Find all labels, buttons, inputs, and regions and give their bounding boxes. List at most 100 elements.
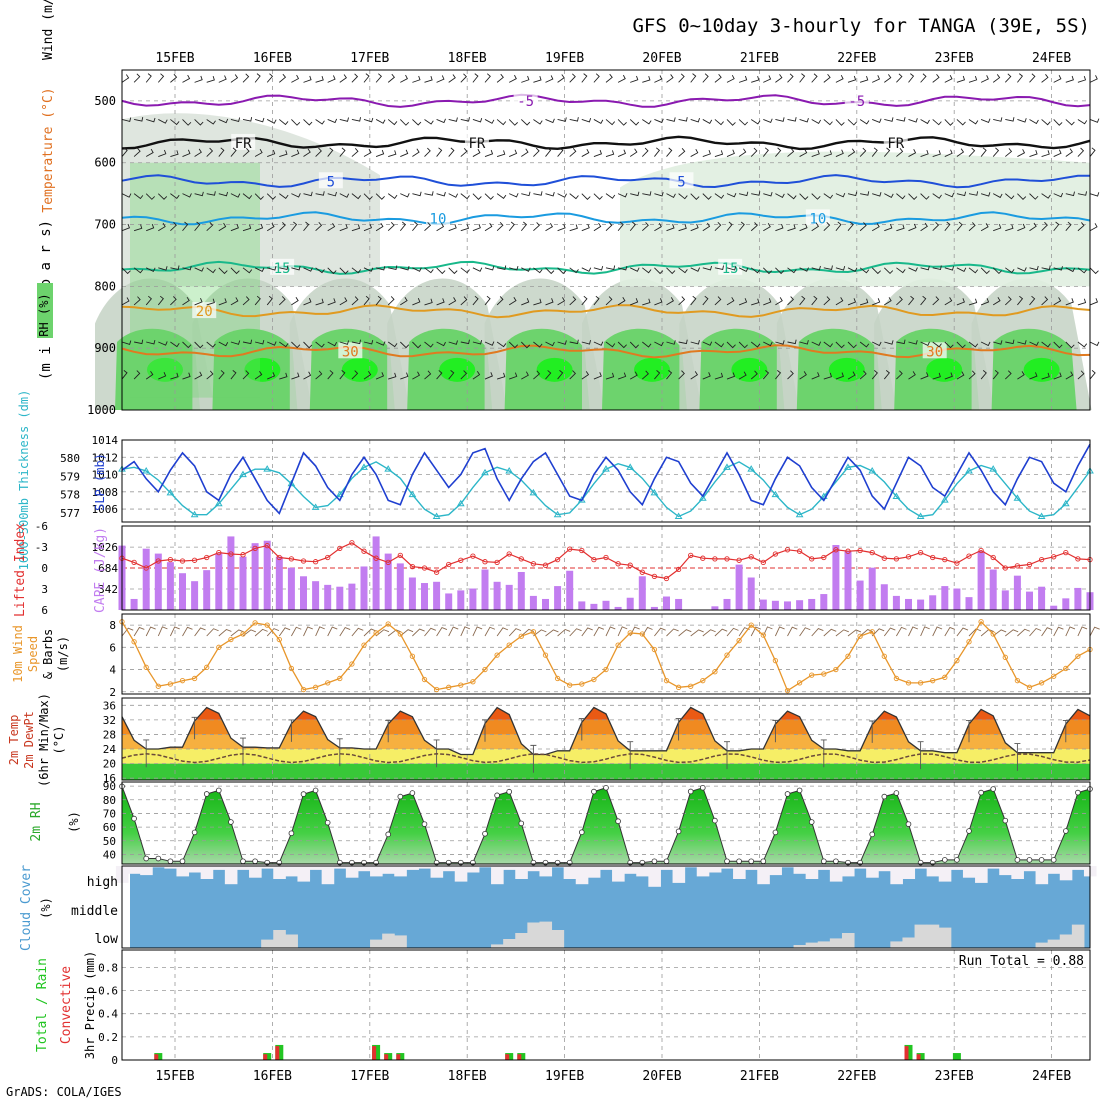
li-marker (506, 551, 512, 557)
wind-barb (121, 74, 130, 83)
wind-barb-10m (182, 626, 193, 637)
thickness-marker (529, 488, 538, 496)
wind-barb (496, 372, 506, 380)
wind-barb (508, 119, 518, 126)
wind-barb (230, 369, 237, 380)
li-marker (1075, 556, 1081, 562)
wind-barb (291, 119, 301, 126)
wind-barb-10m (460, 626, 471, 637)
li-marker (688, 552, 694, 559)
wind-barb-10m (1077, 626, 1088, 637)
wind-barb (1017, 295, 1024, 306)
temp-minmax-bar (869, 720, 876, 743)
rh-marker (675, 828, 682, 835)
rh-marker (784, 791, 791, 797)
rh-swatch (37, 283, 53, 338)
cloud-high-gap (345, 866, 359, 878)
wind-barb (714, 372, 724, 380)
rh-marker (881, 793, 888, 800)
wind-barb (775, 117, 785, 122)
thickness-marker (674, 512, 683, 520)
wind-barb (484, 372, 493, 380)
wind-speed-marker (857, 633, 863, 639)
wind-barb (1041, 150, 1050, 157)
slp-axis-label: SLP (mb) (93, 453, 107, 511)
li-marker (1038, 556, 1045, 563)
isotherm-label-bg (338, 342, 363, 359)
cloud-high-gap (442, 866, 456, 872)
wind-barb (133, 267, 144, 274)
thickness-marker (456, 499, 465, 507)
wind-barb (932, 296, 940, 306)
wind-barb (436, 118, 446, 124)
cloud-high-gap (261, 866, 274, 869)
isotherm-label-bg (270, 258, 295, 275)
wind-barb (206, 147, 214, 157)
rh-shade-column (130, 162, 260, 398)
wind-barb (1077, 222, 1085, 232)
li-marker (639, 569, 645, 575)
rh-shade-bright (634, 357, 670, 382)
wind-barb (920, 372, 929, 380)
wind-barb (484, 295, 491, 306)
wind-barb (460, 296, 468, 306)
wind-speed-marker (821, 671, 827, 677)
wind-barb-10m (932, 626, 943, 637)
wind-speed-marker (470, 679, 476, 685)
pressure-tick: 700 (94, 218, 116, 232)
cloud-high-gap (769, 866, 782, 876)
wind-barb (920, 193, 930, 200)
wind-barb (254, 117, 265, 123)
cloud-low-bar (285, 934, 298, 948)
thickness-marker (481, 468, 489, 476)
wind-barb (847, 267, 858, 272)
cloud-high-gap (624, 866, 637, 874)
wind-barb (750, 370, 758, 380)
wind-barb (533, 147, 540, 157)
wind-speed-marker (542, 652, 549, 658)
wind-barb (351, 267, 362, 274)
wind-barb (702, 73, 709, 83)
wind-barb (303, 221, 310, 232)
wind-barb (847, 148, 856, 157)
wind-barb (400, 265, 410, 271)
wind-speed-marker (772, 658, 779, 664)
wind-barb (968, 370, 976, 380)
cape-tick: 1026 (92, 541, 119, 554)
wind-barb (218, 341, 229, 347)
wind-barb (291, 221, 298, 232)
cloud-high-gap (829, 866, 843, 882)
wind-barb (1017, 267, 1027, 272)
wind-barb (1089, 298, 1099, 306)
cape-bar (469, 588, 477, 610)
wind-speed-marker (228, 636, 234, 643)
wind-barb (436, 341, 446, 347)
wind-barb (763, 192, 773, 197)
cape-bar (445, 593, 453, 610)
cloud-high-gap (333, 866, 347, 869)
wind-barb (327, 370, 334, 380)
li-marker (276, 554, 282, 561)
wind-barb (835, 341, 845, 349)
wind-barb (158, 149, 167, 157)
wind-barb (557, 340, 567, 345)
cloud-high-gap (720, 866, 734, 869)
temp-minmax-bar (1062, 719, 1069, 743)
cloud-low-bar (793, 945, 807, 948)
li-marker (966, 553, 972, 559)
wind-barb (254, 148, 263, 157)
wind-barb (980, 267, 990, 275)
wind-barb (666, 117, 676, 122)
wind-barb (654, 147, 661, 157)
wind-barb-10m (557, 628, 571, 637)
li-tick: 6 (41, 604, 48, 617)
wind-barb (751, 298, 760, 306)
wind-barb (968, 191, 979, 196)
wind-barb (194, 119, 204, 126)
wind-barb (266, 295, 273, 306)
wind-barb (496, 222, 504, 232)
wind-barb (533, 119, 543, 125)
li-marker (567, 546, 573, 552)
wind-barb (1089, 223, 1098, 232)
